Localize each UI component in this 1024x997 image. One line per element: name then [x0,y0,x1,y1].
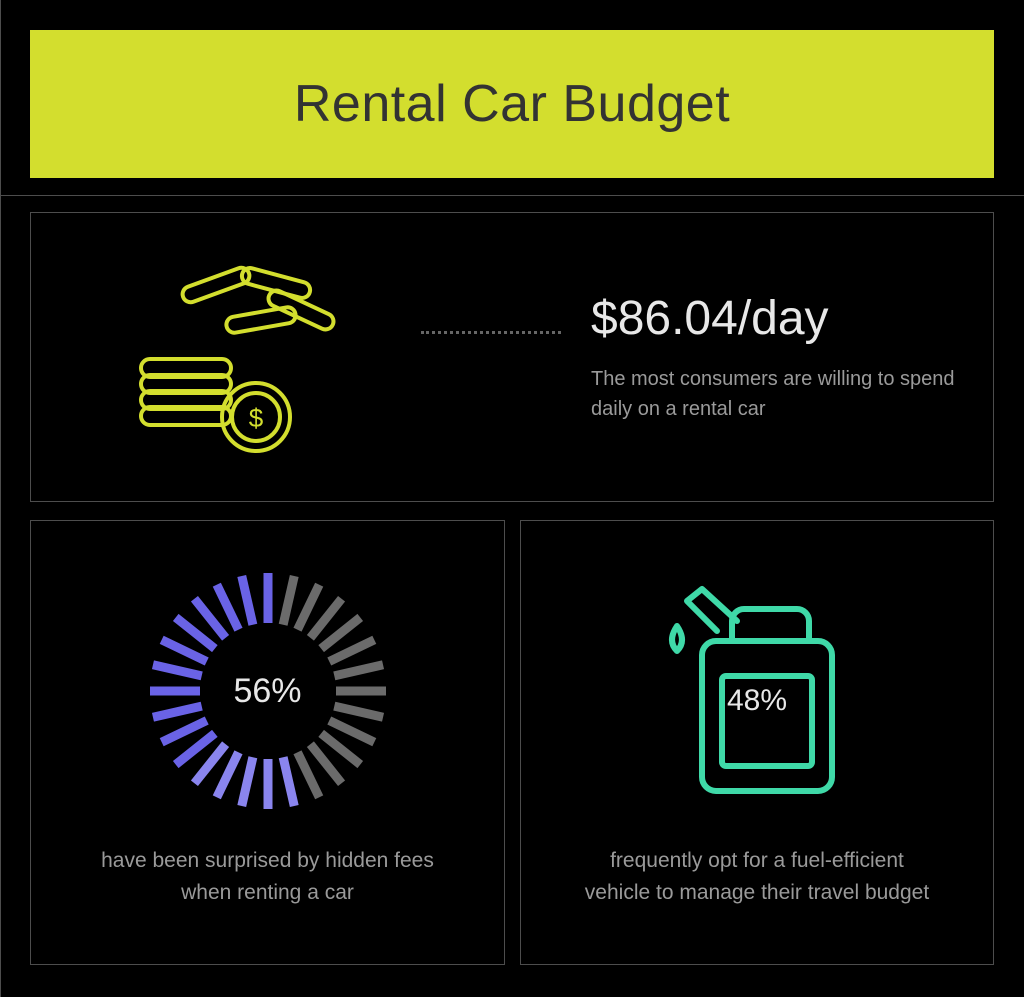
connector-dots [421,331,561,334]
grid-line [0,195,1024,196]
coins-icon: $ [31,213,421,501]
panel-daily-budget: $ $86.04/day The most consumers are will… [30,212,994,502]
gauge-percent-label: 56% [138,561,398,821]
stat-value: $86.04/day [591,291,993,346]
header-banner: Rental Car Budget [30,30,994,178]
panel-caption: have been surprised by hidden fees when … [88,845,448,908]
svg-text:$: $ [249,403,264,433]
stat-caption: The most consumers are willing to spend … [591,364,993,424]
panel-fuel-efficient: 48% frequently opt for a fuel-efficient … [520,520,994,965]
grid-line [0,0,1,997]
fuel-can-icon: 48% [647,561,867,821]
panel-caption: frequently opt for a fuel-efficient vehi… [577,845,937,908]
panel-hidden-fees: 56% have been surprised by hidden fees w… [30,520,505,965]
radial-gauge: 56% [138,561,398,821]
fuel-percent-label: 48% [727,684,787,718]
page-title: Rental Car Budget [294,74,730,134]
